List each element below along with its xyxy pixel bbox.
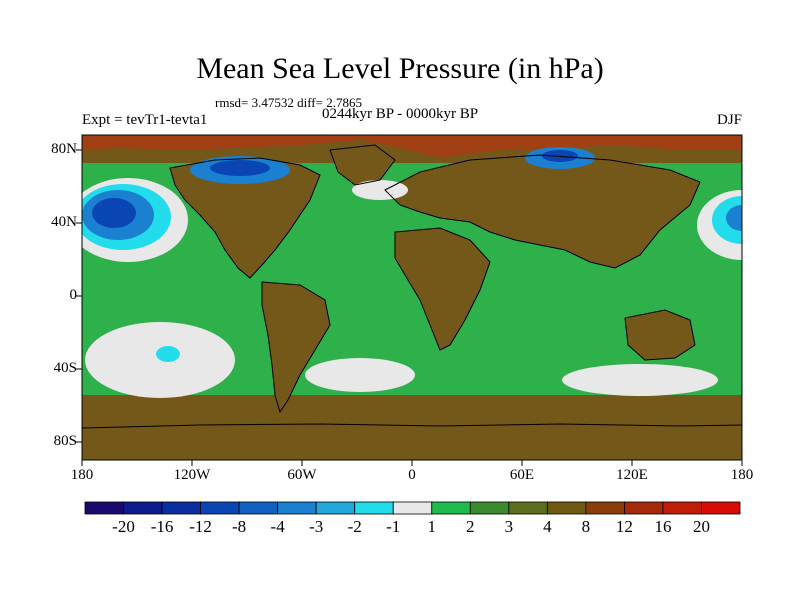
- colorbar-swatch: [161, 501, 201, 515]
- canada-low-deep: [210, 160, 270, 176]
- colorbar-swatch: [123, 501, 163, 515]
- colorbar: [84, 501, 741, 515]
- south-america: [262, 282, 330, 412]
- antarctica: [82, 420, 742, 460]
- axis-ticks: [76, 149, 743, 466]
- colorbar-swatch: [469, 501, 510, 515]
- lon-label-180w: 180: [70, 467, 94, 483]
- colorbar-swatch: [277, 501, 317, 515]
- australia: [625, 310, 695, 360]
- africa: [395, 228, 490, 350]
- north-america: [170, 158, 320, 278]
- colorbar-swatch: [315, 501, 356, 515]
- lat-label-0: 0: [69, 287, 78, 303]
- colorbar-swatch: [508, 501, 548, 515]
- colorbar-label: -20: [112, 517, 135, 536]
- colorbar-label: -2: [347, 517, 362, 536]
- south-pacific-cyan-spot: [156, 346, 180, 362]
- colorbar-swatch: [238, 501, 279, 515]
- indian-ocean-cell: [562, 364, 718, 396]
- lon-label-120e: 120E: [616, 467, 648, 483]
- colorbar-label: 3: [504, 517, 514, 536]
- colorbar-label: 16: [654, 517, 672, 536]
- coastlines: [82, 144, 742, 429]
- eurasia: [385, 155, 700, 268]
- colorbar-label: -12: [189, 517, 212, 536]
- arctic-high: [82, 135, 742, 158]
- colorbar-swatch: [392, 501, 433, 515]
- colorbar-swatch: [662, 501, 702, 515]
- colorbar-swatch: [546, 501, 587, 515]
- lon-label-180e: 180: [730, 467, 754, 483]
- colorbar-swatch: [431, 501, 471, 515]
- colorbar-label: -3: [309, 517, 324, 536]
- colorbar-label: 8: [581, 517, 591, 536]
- colorbar-label: 12: [615, 517, 633, 536]
- colorbar-label: 1: [427, 517, 437, 536]
- stats-subtitle: rmsd= 3.47532 diff= 2.7865: [215, 95, 362, 110]
- lon-label-60e: 60E: [509, 467, 535, 483]
- colorbar-swatch: [84, 501, 124, 515]
- colorbar-swatch: [624, 501, 664, 515]
- lat-label-40s: 40S: [53, 360, 77, 376]
- south-atlantic-cell: [305, 358, 415, 392]
- colorbar-swatch: [585, 501, 625, 515]
- lon-label-0: 0: [408, 467, 416, 483]
- colorbar-label: 2: [466, 517, 475, 536]
- colorbar-label: 4: [543, 517, 552, 536]
- lat-label-80s: 80S: [53, 433, 77, 449]
- colorbar-label: -1: [386, 517, 401, 536]
- colorbar-label: -8: [232, 517, 247, 536]
- south-pacific-cell: [85, 322, 235, 398]
- north-pacific-low-wrap-blue: [726, 205, 742, 231]
- colorbar-label: -4: [270, 517, 285, 536]
- lon-label-120w: 120W: [173, 467, 211, 483]
- colorbar-swatch: [200, 501, 240, 515]
- colorbar-swatch: [354, 501, 394, 515]
- north-pacific-low-deep: [92, 198, 136, 228]
- plot-title: Mean Sea Level Pressure (in hPa): [196, 52, 604, 85]
- season-label: DJF: [716, 112, 742, 128]
- lat-label-80n: 80N: [51, 141, 77, 157]
- lat-label-40n: 40N: [51, 214, 77, 230]
- pressure-field: [82, 135, 742, 460]
- colorbar-label: 20: [692, 517, 710, 536]
- period-subtitle: 0244kyr BP - 0000kyr BP: [322, 106, 479, 122]
- experiment-label: Expt = tevTr1-tevta1: [82, 112, 208, 128]
- greenland: [330, 145, 395, 185]
- colorbar-swatch: [701, 501, 741, 515]
- colorbar-label: -16: [150, 517, 174, 536]
- lon-label-60w: 60W: [287, 467, 317, 483]
